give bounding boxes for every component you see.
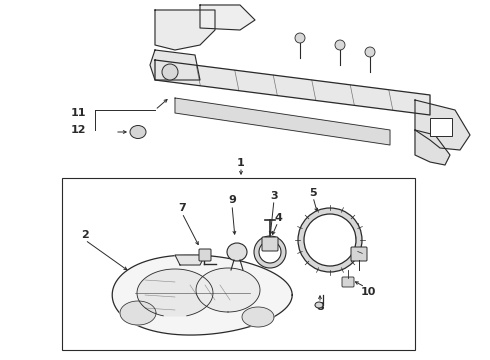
Text: 12: 12 <box>70 125 86 135</box>
Polygon shape <box>155 10 215 50</box>
Polygon shape <box>112 255 292 335</box>
Polygon shape <box>120 301 156 325</box>
Text: 7: 7 <box>178 203 186 213</box>
Polygon shape <box>242 307 274 327</box>
Polygon shape <box>175 255 205 265</box>
Polygon shape <box>200 5 255 30</box>
Text: 2: 2 <box>81 230 89 240</box>
Polygon shape <box>415 100 470 150</box>
Text: 3: 3 <box>270 191 278 201</box>
Ellipse shape <box>130 126 146 139</box>
Ellipse shape <box>315 302 323 308</box>
Polygon shape <box>137 269 213 316</box>
Text: 5: 5 <box>309 188 317 198</box>
Text: 8: 8 <box>316 302 324 312</box>
Polygon shape <box>150 50 200 80</box>
Text: 6: 6 <box>351 223 359 233</box>
Polygon shape <box>415 130 450 165</box>
Text: 10: 10 <box>360 287 376 297</box>
FancyBboxPatch shape <box>199 249 211 261</box>
Circle shape <box>335 40 345 50</box>
Text: 11: 11 <box>70 108 86 118</box>
Bar <box>430 118 452 136</box>
Polygon shape <box>196 268 260 312</box>
Bar <box>62 178 415 350</box>
FancyBboxPatch shape <box>342 277 354 287</box>
Circle shape <box>295 33 305 43</box>
FancyBboxPatch shape <box>262 237 278 251</box>
Text: 4: 4 <box>274 213 282 223</box>
Text: 1: 1 <box>237 158 245 168</box>
Text: 9: 9 <box>228 195 236 205</box>
FancyBboxPatch shape <box>351 247 367 261</box>
Circle shape <box>162 64 178 80</box>
Polygon shape <box>175 98 390 145</box>
Circle shape <box>365 47 375 57</box>
Ellipse shape <box>227 243 247 261</box>
Polygon shape <box>155 60 430 115</box>
